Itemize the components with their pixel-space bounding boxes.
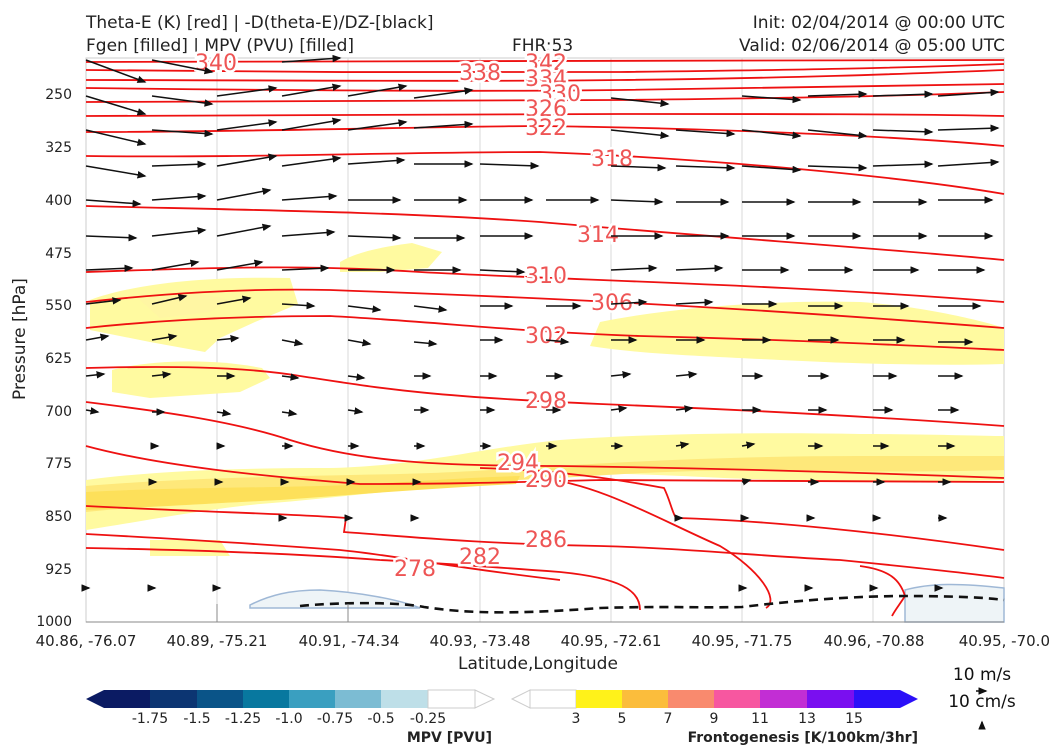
fgen-bin-2	[622, 690, 668, 708]
fgen-tick-5: 5	[618, 711, 627, 727]
contour-label-302: 302	[525, 324, 567, 349]
mpv-bin-1	[150, 690, 197, 708]
x-tick-3: 40.93, -73.48	[429, 632, 531, 650]
vector-ref-horizontal: 10 m/s	[953, 665, 1011, 685]
x-axis-title: Latitude,Longitude	[458, 654, 618, 674]
x-tick-1: 40.89, -75.21	[166, 632, 268, 650]
mpv-bin-0	[104, 690, 150, 708]
y-tick-325: 325	[45, 140, 72, 156]
contour-label-318: 318	[591, 147, 633, 172]
x-tick-0: 40.86, -76.07	[35, 632, 137, 650]
contour-label-282: 282	[459, 545, 501, 570]
mpv-bin-6	[381, 690, 428, 708]
fgen-tick-15: 15	[845, 711, 863, 727]
y-tick-700: 700	[45, 404, 72, 420]
fgen-bin-5	[760, 690, 807, 708]
mpv-tick-6: -0.5	[367, 711, 394, 727]
mpv-bin-2	[197, 690, 243, 708]
fgen-colorbar-start	[510, 689, 531, 709]
y-tick-550: 550	[45, 298, 72, 314]
mpv-bin-3	[243, 690, 289, 708]
vector-ref-vertical: 10 cm/s	[948, 692, 1016, 712]
fgen-tick-9: 9	[710, 711, 719, 727]
fgen-bin-6	[807, 690, 854, 708]
mpv-colorbar-title: MPV [PVU]	[407, 730, 492, 746]
x-tick-marks	[216, 604, 349, 622]
x-tick-5: 40.95, -71.75	[691, 632, 793, 650]
fgen-bin-0	[529, 689, 577, 709]
contour-label-294: 294	[497, 451, 539, 476]
contour-label-322: 322	[525, 116, 567, 141]
contour-label-326: 326	[525, 97, 567, 122]
contour-label-338: 338	[459, 61, 501, 86]
mpv-colorbar-arrow	[86, 690, 104, 708]
contour-label-334: 334	[525, 67, 567, 92]
mpv-bin-5	[335, 690, 381, 708]
stability-dashed-contour	[299, 594, 1005, 614]
theta-e-contours	[85, 59, 1005, 617]
fgen-colorbar-arrow	[900, 690, 918, 708]
mpv-bin-4	[289, 690, 335, 708]
contour-label-330: 330	[539, 82, 581, 107]
frontogenesis-colorbar: 3 5 7 9 11 13 15 Frontogenesis [K/100km/…	[510, 689, 918, 746]
y-tick-925: 925	[45, 562, 72, 578]
mpv-tick-4: -1.0	[275, 711, 302, 727]
fgen-tick-7: 7	[664, 711, 673, 727]
mpv-bin-7	[427, 689, 476, 709]
valid-time: Valid: 02/06/2014 @ 05:00 UTC	[739, 36, 1005, 56]
mpv-tick-3: -1.25	[225, 711, 261, 727]
y-tick-475: 475	[45, 246, 72, 262]
contour-label-278: 278	[394, 557, 436, 582]
contour-label-340: 340	[195, 51, 237, 76]
mpv-tick-5: -0.75	[317, 711, 353, 727]
contour-label-286: 286	[525, 528, 567, 553]
x-tick-4: 40.95, -72.61	[560, 632, 662, 650]
wind-vectors	[81, 54, 1000, 592]
mpv-tick-7: -0.25	[410, 711, 446, 727]
contour-label-310: 310	[525, 264, 567, 289]
fgen-colorbar-title: Frontogenesis [K/100km/3hr]	[688, 730, 918, 746]
y-tick-400: 400	[45, 193, 72, 209]
fgen-tick-3: 3	[572, 711, 581, 727]
init-time: Init: 02/04/2014 @ 00:00 UTC	[752, 13, 1005, 33]
contour-label-342: 342	[525, 51, 567, 76]
fgen-bin-4	[714, 690, 760, 708]
contour-label-290: 290	[525, 468, 567, 493]
fgen-bin-1	[576, 690, 622, 708]
y-tick-1000: 1000	[36, 614, 72, 630]
mpv-tick-2: -1.5	[183, 711, 210, 727]
mpv-colorbar-end	[474, 689, 496, 709]
mpv-tick-1: -1.75	[132, 711, 168, 727]
fgen-tick-13: 13	[798, 711, 816, 727]
fgen-tick-11: 11	[751, 711, 769, 727]
x-tick-7: 40.95, -70.0	[958, 632, 1050, 650]
y-tick-775: 775	[45, 456, 72, 472]
y-tick-625: 625	[45, 351, 72, 367]
forecast-hour: FHR:53	[512, 36, 574, 56]
fgen-bin-3	[668, 690, 714, 708]
title-line-1: Theta-E (K) [red] | -D(theta-E)/DZ-[blac…	[86, 13, 434, 33]
fgen-bin-7	[854, 690, 900, 708]
x-tick-2: 40.91, -74.34	[298, 632, 400, 650]
title-line-2: Fgen [filled] | MPV (PVU) [filled]	[86, 36, 355, 56]
x-tick-6: 40.96, -70.88	[823, 632, 925, 650]
vector-reference: 10 m/s 10 cm/s	[948, 665, 1016, 730]
mpv-colorbar: -1.75 -1.5 -1.25 -1.0 -0.75 -0.5 -0.25 M…	[86, 689, 496, 746]
y-tick-250: 250	[45, 87, 72, 103]
contour-labels: 340 338 342 334 330 326 322 318 314 310 …	[193, 49, 636, 585]
y-tick-850: 850	[45, 509, 72, 525]
